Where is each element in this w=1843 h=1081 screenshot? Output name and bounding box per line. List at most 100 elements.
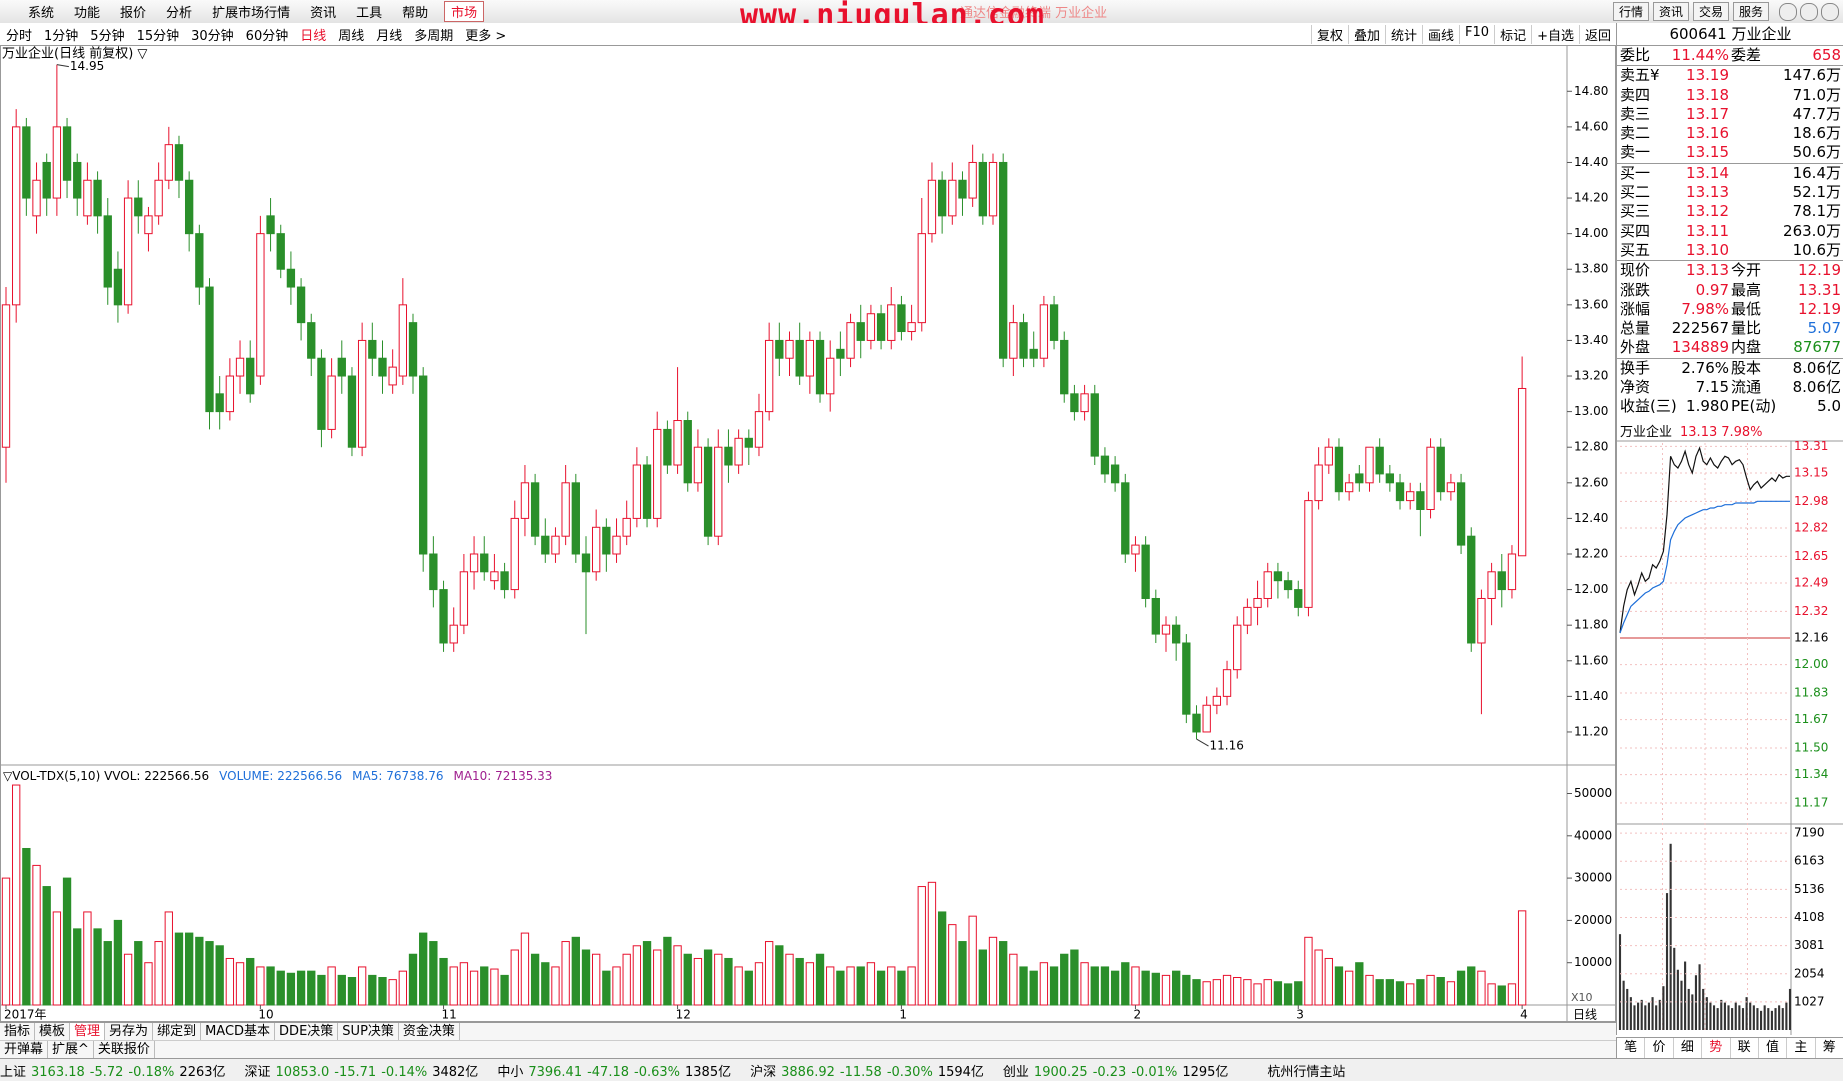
top-button[interactable]: 交易 (1692, 2, 1729, 21)
tool-button[interactable]: 复权 (1310, 24, 1348, 44)
period-button[interactable]: 分时 (6, 28, 33, 44)
y-tick-label: 11.80 (1574, 618, 1608, 632)
volume-bar (1647, 1002, 1650, 1030)
indicator-tab[interactable]: 模板 (35, 1023, 71, 1041)
menu-item[interactable]: 分析 (166, 6, 193, 21)
extra-tab[interactable]: 扩展^ (48, 1041, 94, 1059)
top-button[interactable]: 行情 (1612, 2, 1649, 21)
period-button[interactable]: 5分钟 (90, 28, 125, 44)
y-tick-label: 12.82 (1794, 521, 1828, 535)
maximize[interactable] (1800, 3, 1818, 21)
period-button[interactable]: 60分钟 (245, 28, 289, 44)
menu-item[interactable]: 帮助 (402, 6, 429, 21)
extra-tab[interactable]: 关联报价 (94, 1041, 155, 1059)
tool-button[interactable]: 叠加 (1347, 24, 1385, 44)
quote-cell: 52.1万 (1792, 183, 1841, 202)
intraday-tab[interactable]: 价 (1645, 1038, 1674, 1059)
quote-row: 买四 13.11 263.0万 (1617, 222, 1843, 241)
volume-bar (1049, 966, 1059, 1006)
tool-button[interactable]: F10 (1459, 24, 1494, 44)
volume-bar (1770, 1010, 1773, 1030)
quote-cell: 卖五¥ (1620, 66, 1660, 85)
volume-bar (948, 924, 957, 1006)
intraday-tab[interactable]: 主 (1787, 1038, 1816, 1059)
period-button[interactable]: 30分钟 (191, 28, 234, 44)
intraday-tab[interactable]: 笔 (1617, 1038, 1646, 1059)
volume-bar (52, 911, 62, 1006)
indicator-tab[interactable]: DDE决策 (275, 1023, 339, 1041)
period-button[interactable]: 15分钟 (136, 28, 180, 44)
tool-button[interactable]: 画线 (1422, 24, 1459, 44)
extra-tab[interactable]: 开弹幕 (0, 1041, 49, 1059)
candle-body (480, 553, 489, 573)
top-button[interactable]: 资讯 (1652, 2, 1689, 21)
indicator-tab[interactable]: 另存为 (105, 1023, 154, 1041)
period-button[interactable]: 多周期 (414, 28, 454, 44)
volume-bar (1273, 981, 1283, 1006)
tool-button[interactable]: 统计 (1385, 24, 1422, 44)
volume-bar (1, 877, 11, 1006)
candle-body (1212, 695, 1222, 706)
volume-bar (62, 877, 72, 1006)
quote-cell: 卖三 (1620, 104, 1651, 123)
intraday-tab[interactable]: 值 (1759, 1038, 1788, 1059)
volume-bar (1626, 988, 1629, 1030)
menu-item[interactable]: 工具 (356, 6, 383, 21)
index-field: 1385亿 (685, 1064, 732, 1080)
candle-body (1406, 491, 1415, 502)
market-tab[interactable]: 市场 (444, 1, 485, 22)
y-tick-label: 13.15 (1794, 466, 1828, 480)
volume-bar (561, 941, 570, 1006)
menu-item[interactable]: 资讯 (310, 6, 337, 21)
candle-body (866, 313, 876, 341)
menu-item[interactable]: 扩展市场行情 (212, 6, 291, 21)
intraday-tab[interactable]: 联 (1731, 1038, 1759, 1059)
period-button[interactable]: 日线 (300, 28, 327, 44)
volume-bar (866, 962, 876, 1006)
minimize[interactable] (1779, 3, 1797, 21)
volume-bar (276, 970, 285, 1006)
volume-bar (246, 957, 255, 1006)
volume-bar (1760, 1010, 1763, 1030)
indicator-tab[interactable]: SUP决策 (338, 1023, 399, 1041)
indicator-tab[interactable]: 资金决策 (399, 1023, 460, 1041)
tool-button[interactable]: 返回 (1578, 24, 1616, 44)
intraday-tab[interactable]: 筹 (1816, 1038, 1843, 1059)
quote-cell: 最低 (1731, 299, 1762, 318)
tool-button[interactable]: 标记 (1494, 24, 1531, 44)
period-button[interactable]: 周线 (338, 28, 365, 44)
volume-bar (83, 911, 92, 1006)
volume-bar (1436, 977, 1445, 1006)
index-field: 3482亿 (432, 1064, 479, 1080)
station[interactable]: 杭州行情主站 (1267, 1064, 1346, 1080)
period-button[interactable]: 更多 > (465, 28, 507, 44)
indicator-tab[interactable]: MACD基本 (201, 1023, 276, 1041)
quote-cell: 10.6万 (1792, 240, 1841, 259)
top-button[interactable]: 服务 (1732, 2, 1769, 21)
quote-cell: 收益(三) (1620, 397, 1677, 416)
close[interactable] (1821, 3, 1839, 21)
indicator-tab[interactable]: 管理 (70, 1023, 106, 1041)
volume-bar (1694, 975, 1698, 1030)
quote-cell: 5.0 (1817, 397, 1841, 416)
tool-button[interactable]: +自选 (1531, 24, 1579, 44)
menu-item[interactable]: 系统 (28, 6, 55, 21)
volume-bar (1294, 981, 1303, 1006)
period-button[interactable]: 月线 (376, 28, 403, 44)
quote-cell: 卖二 (1620, 124, 1651, 143)
y-tick-label: 11.40 (1574, 689, 1608, 703)
indicator-tab[interactable]: 指标 (0, 1023, 36, 1041)
y-tick-label: 3081 (1794, 938, 1825, 952)
quote-cell: 13.31 (1798, 280, 1841, 299)
intraday-tab[interactable]: 细 (1674, 1038, 1703, 1059)
candle-body (52, 126, 62, 199)
last-price: 13.13 (1680, 425, 1717, 440)
volume-bar (836, 970, 845, 1006)
indicator-tab[interactable]: 绑定到 (153, 1023, 202, 1041)
y-tick-label: 14.40 (1574, 155, 1608, 169)
menu-item[interactable]: 报价 (120, 6, 147, 21)
period-button[interactable]: 1分钟 (44, 28, 79, 44)
menu-item[interactable]: 功能 (74, 6, 101, 21)
y-tick-label: 11.20 (1574, 724, 1608, 738)
intraday-tab[interactable]: 势 (1702, 1038, 1731, 1059)
